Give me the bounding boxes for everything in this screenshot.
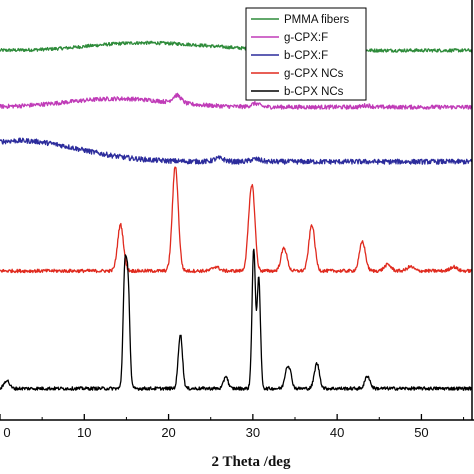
axes (0, 0, 474, 421)
series-line-g-cpx-ncs (0, 166, 473, 274)
legend-label: g-CPX:F (284, 32, 328, 44)
x-tick-label: 40 (330, 425, 344, 440)
legend: PMMA fibers g-CPX:F b-CPX:F g-CPX NCs b-CPX … (245, 7, 367, 101)
series-lines (0, 40, 473, 391)
x-tick-label: 30 (246, 425, 260, 440)
x-axis-title: 2 Theta /deg (212, 454, 291, 470)
x-tick-label: 50 (414, 425, 428, 440)
series-line-b-cpx-ncs (0, 248, 473, 391)
legend-label: PMMA fibers (284, 14, 349, 26)
series-line-g-cpx-f (0, 92, 473, 110)
legend-box (245, 7, 367, 101)
x-tick-label: 0 (3, 425, 10, 440)
x-tick-label: 20 (161, 425, 175, 440)
legend-label: g-CPX NCs (284, 68, 344, 80)
series-line-b-cpx-f (0, 137, 473, 165)
series-line-pmma-fibers (0, 40, 473, 53)
x-tick-label: 10 (77, 425, 91, 440)
legend-label: b-CPX:F (284, 50, 328, 62)
legend-label: b-CPX NCs (284, 86, 344, 98)
x-ticks: 0 10 20 30 40 50 (0, 414, 465, 440)
